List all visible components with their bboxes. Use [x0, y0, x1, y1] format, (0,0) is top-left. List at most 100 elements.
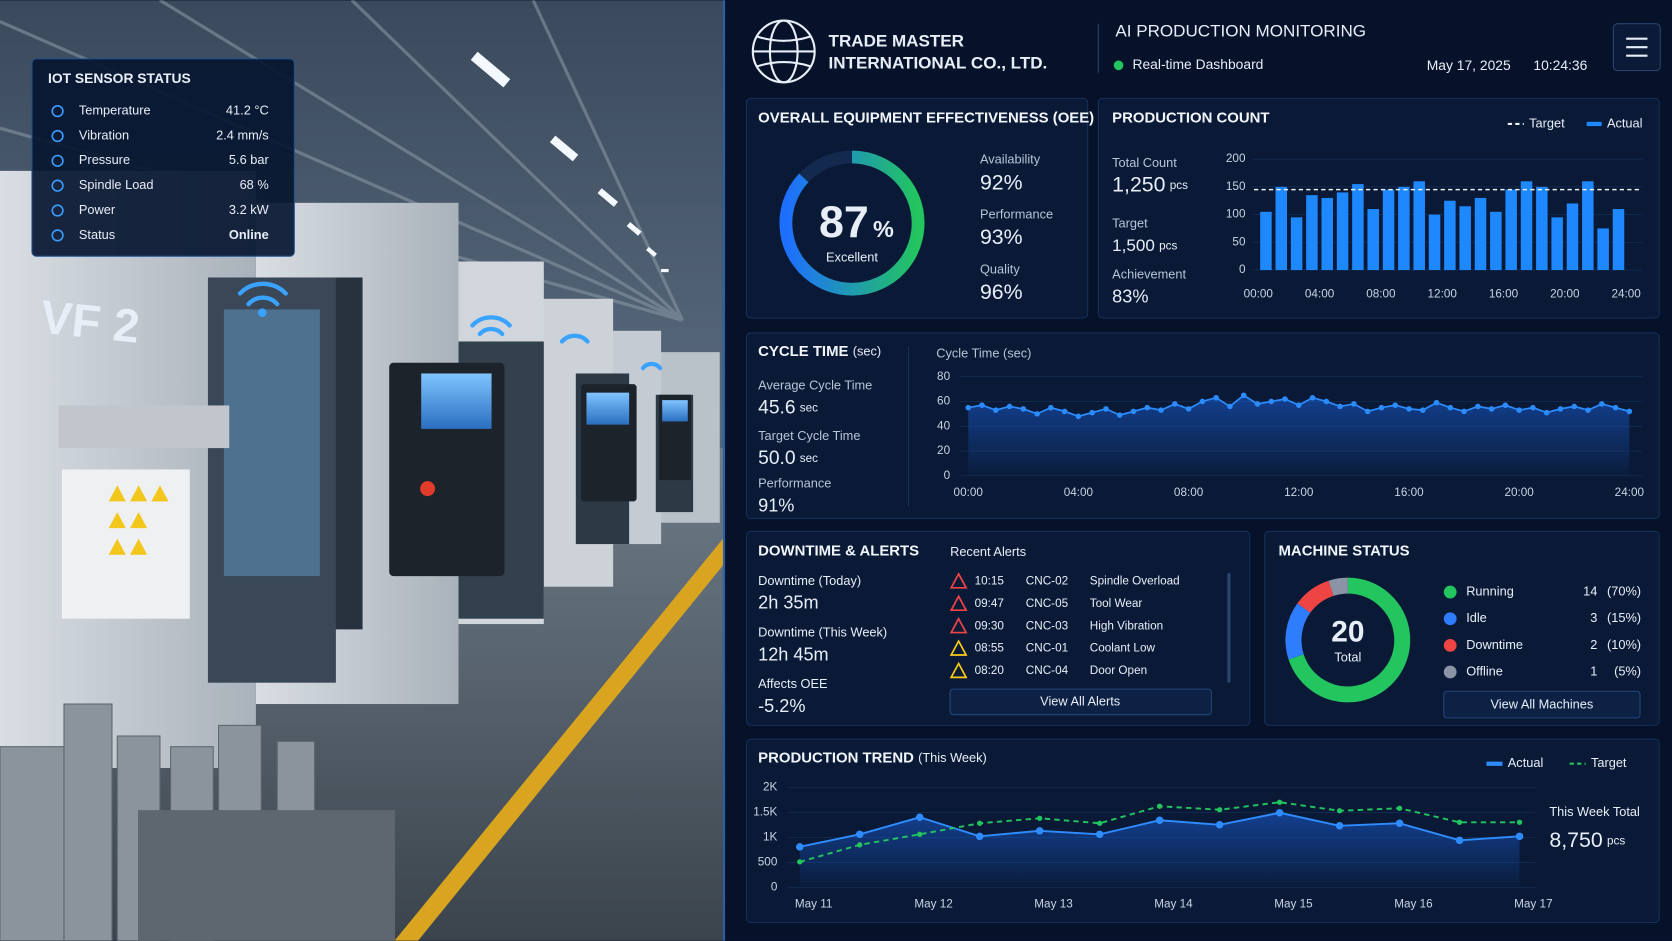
y-tick-label: 60: [937, 395, 951, 408]
summary-value: 91%: [758, 496, 794, 516]
point: [1455, 836, 1464, 845]
status-percent: (70%): [1607, 583, 1641, 598]
point: [1296, 402, 1302, 408]
oee-value: 87: [819, 197, 869, 247]
point: [1309, 394, 1316, 401]
bar: [1444, 200, 1456, 271]
panel-title: PRODUCTION TREND: [758, 749, 914, 766]
point: [1096, 820, 1103, 826]
bar: [1398, 186, 1410, 271]
status-count: 2: [1590, 637, 1597, 652]
point: [1461, 408, 1467, 415]
y-tick-label: 2K: [763, 780, 778, 793]
bar: [1474, 197, 1487, 271]
point: [1254, 401, 1261, 407]
alert-machine: CNC-03: [1026, 619, 1068, 632]
oee-unit: %: [873, 216, 894, 242]
button-label[interactable]: View All Machines: [1491, 696, 1594, 711]
donut-segment: [1288, 577, 1411, 703]
point: [1240, 392, 1247, 399]
bar: [1459, 206, 1471, 271]
bar: [1336, 192, 1349, 271]
sensor-label: Spindle Load: [79, 177, 154, 192]
point: [1215, 821, 1224, 829]
y-tick-label: 0: [771, 881, 778, 894]
company-logo: [751, 19, 816, 84]
sensor-label: Vibration: [79, 127, 129, 142]
point: [1323, 398, 1330, 405]
production-count-panel: [1097, 97, 1660, 319]
point: [1172, 401, 1178, 407]
point: [1406, 406, 1412, 412]
bar: [1367, 209, 1379, 271]
button-label[interactable]: View All Alerts: [1040, 693, 1120, 708]
view-alerts-button[interactable]: [949, 688, 1212, 716]
point: [1048, 404, 1054, 411]
point: [965, 404, 971, 411]
company-name: TRADE MASTER: [829, 31, 964, 50]
legend-label: Target: [1591, 755, 1627, 770]
x-tick-label: 00:00: [954, 486, 984, 499]
point: [979, 402, 985, 408]
alert-time: 08:20: [975, 664, 1005, 677]
bar: [1597, 228, 1609, 271]
summary-value: 8,750: [1549, 828, 1602, 852]
panel-title: MACHINE STATUS: [1279, 542, 1410, 559]
factory-photo: [0, 0, 723, 941]
y-tick-label: 1K: [763, 830, 778, 843]
dashboard-title: AI PRODUCTION MONITORING: [1115, 22, 1366, 41]
point: [1351, 401, 1357, 407]
point: [1006, 403, 1013, 410]
bar: [1536, 186, 1548, 271]
point: [1447, 404, 1454, 411]
x-tick-label: 04:00: [1064, 486, 1094, 499]
bar: [1582, 181, 1594, 271]
sensor-icon: [51, 204, 64, 217]
status-name: Running: [1466, 583, 1514, 598]
point: [1395, 819, 1404, 828]
view-machines-button[interactable]: [1443, 690, 1641, 719]
y-tick-label: 80: [937, 370, 951, 383]
summary-unit: pcs: [1170, 179, 1188, 192]
total-label: Total: [1334, 650, 1361, 665]
stat-value: -5.2%: [758, 696, 805, 716]
point: [1144, 404, 1151, 411]
bar: [1413, 181, 1425, 271]
sensor-icon: [51, 129, 64, 143]
chart-label: Cycle Time (sec): [936, 346, 1031, 361]
summary-value: 1,500: [1112, 236, 1155, 255]
alert-icon: [949, 572, 968, 589]
x-tick-label: 12:00: [1428, 288, 1458, 301]
sensor-value: Online: [229, 227, 269, 242]
metric-label: Quality: [980, 261, 1020, 276]
y-tick-label: 20: [937, 444, 951, 457]
panel-title: OVERALL EQUIPMENT EFFECTIVENESS (OEE): [758, 110, 1094, 127]
x-tick-label: 24:00: [1611, 288, 1641, 301]
alert-machine: CNC-01: [1026, 642, 1068, 655]
point: [1530, 404, 1536, 411]
gauge-arc: [779, 150, 925, 296]
sensor-icon: [51, 105, 64, 118]
alert-time: 09:30: [975, 619, 1005, 632]
summary-unit: pcs: [1159, 240, 1177, 253]
summary-label: Average Cycle Time: [758, 378, 872, 393]
sensor-value: 3.2 kW: [229, 202, 270, 217]
metric-label: Performance: [980, 206, 1053, 221]
point: [992, 407, 999, 413]
metric-label: Availability: [980, 152, 1041, 167]
stat-label: Downtime (This Week): [758, 624, 887, 639]
bar: [1382, 189, 1395, 271]
menu-button[interactable]: [1612, 23, 1661, 72]
y-tick-label: 100: [1226, 208, 1246, 221]
alert-machine: CNC-04: [1026, 664, 1069, 677]
summary-value: 50.0: [758, 448, 795, 469]
legend-swatch: [1586, 121, 1602, 127]
alert-message: Tool Wear: [1090, 597, 1143, 610]
y-tick-label: 0: [944, 469, 951, 482]
legend-dot: [1443, 638, 1457, 652]
summary-label: Achievement: [1112, 267, 1186, 282]
x-tick-label: May 13: [1034, 898, 1072, 911]
point: [915, 813, 924, 822]
bar: [1551, 217, 1563, 271]
point: [1337, 403, 1343, 410]
